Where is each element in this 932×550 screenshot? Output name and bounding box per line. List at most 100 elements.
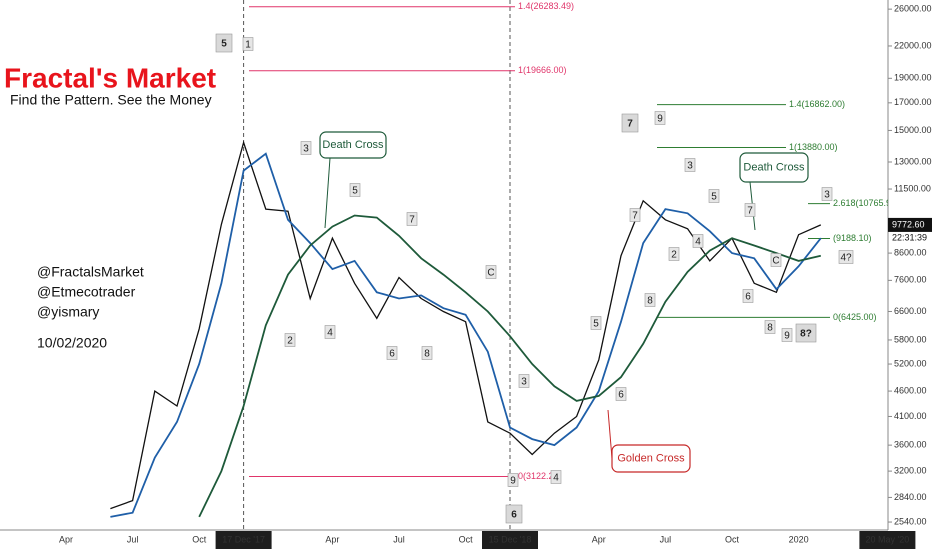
fib-label: 0(3122.28) [518,471,562,481]
x-tick-label: Apr [592,534,606,544]
x-tick-label: Oct [725,534,740,544]
price-badge [888,217,932,232]
wave-label: 8 [647,296,653,307]
x-tick-label: Oct [192,534,207,544]
wave-label: 7 [627,119,633,130]
wave-box [215,33,233,53]
x-tick-label: 2020 [789,534,809,544]
plot-area: 1.4(26283.49) 1(19666.00) 0(3122.28) 1.4(16… [110,0,899,530]
y-tick-label: 7600.00 [894,275,927,285]
wave-box [668,247,680,261]
y-tick-label: 17000.00 [894,97,932,107]
y-tick-label: 4600.00 [894,385,927,395]
callout-pointer [607,409,613,459]
wave-label: 6 [745,292,751,303]
x-tick-label: Jul [660,534,672,544]
wave-box [770,253,782,267]
wave-box [744,203,756,217]
wave-label: 6 [389,349,395,360]
y-tick-label: 13000.00 [894,156,932,166]
fib-label: 1(19666.00) [518,65,567,75]
callout-box [319,131,387,159]
wave-label: 5 [593,319,599,330]
y-tick-label: 5800.00 [894,334,927,344]
wave-label: 9 [784,331,790,342]
y-tick-label: 8600.00 [894,247,927,257]
wave-label: 2 [671,250,677,261]
wave-box [550,470,562,484]
wave-box [406,212,418,226]
y-tick-label: 3200.00 [894,465,927,475]
wave-box [838,250,854,264]
wave-label: 9 [657,114,663,125]
y-tick-label: 22000.00 [894,40,932,50]
wave-label: 6 [511,510,517,521]
wave-box [629,208,641,222]
date-badge [215,531,272,549]
wave-box [590,316,602,330]
y-tick-label: 2840.00 [894,492,927,502]
wave-box [654,111,666,125]
wave-label: 8 [767,323,773,334]
x-tick-label: Apr [59,534,73,544]
wave-label: 5 [352,186,358,197]
date: 10/02/2020 [37,335,107,351]
wave-box [485,265,497,279]
wave-box [507,473,519,487]
wave-box [692,234,704,248]
wave-box [684,158,696,172]
wave-label: 7 [747,206,753,217]
wave-box [795,323,817,343]
wave-label: 8 [424,349,430,360]
series-line [110,152,822,518]
y-tick-label: 19000.00 [894,73,932,83]
y-tick-label: 5200.00 [894,358,927,368]
date-badge [859,531,916,549]
wave-box [505,504,523,524]
wave-box [764,320,776,334]
x-tick-label: Apr [325,534,339,544]
wave-box [781,328,793,342]
wave-label: 5 [221,39,227,50]
wave-label: 3 [824,190,830,201]
fib-label: 1(13880.00) [789,142,838,152]
fib-label: 2.618(10765.97) [833,198,899,208]
price-label: 9772.60 [892,219,925,229]
wave-box [242,37,254,51]
fib-label: 0(6425.00) [833,312,877,322]
wave-box [324,325,336,339]
callout-text: Death Cross [322,139,384,151]
wave-box [644,293,656,307]
wave-label: 8? [800,329,812,340]
y-tick-label: 26000.00 [894,4,932,14]
wave-box [300,141,312,155]
x-tick-label: Jul [393,534,405,544]
wave-label: 5 [711,192,717,203]
handle: @yismary [37,304,99,320]
fib-label: 1.4(26283.49) [518,1,574,11]
wave-box [518,374,530,388]
y-tick-label: 4100.00 [894,411,927,421]
callout-text: Death Cross [743,161,805,173]
wave-label: 6 [618,390,624,401]
callout-text: Golden Cross [617,452,685,464]
chart-title: Fractal's Market [4,62,216,93]
wave-label: 7 [632,211,638,222]
callout-pointer [324,157,331,229]
handle: @Etmecotrader [37,284,136,300]
y-tick-label: 3600.00 [894,440,927,450]
x-tick-label: 15 Dec '18 [489,534,532,544]
wave-label: 4 [327,328,333,339]
x-tick-label: Oct [459,534,474,544]
wave-label: 2 [287,336,293,347]
wave-box [821,187,833,201]
wave-label: C [487,268,494,279]
x-tick-label: 20 May '20 [866,534,910,544]
series-line [198,214,822,518]
wave-label: 7 [409,215,415,226]
wave-label: 9 [510,476,516,487]
wave-box [615,387,627,401]
wave-box [742,289,754,303]
wave-label: C [772,256,779,267]
